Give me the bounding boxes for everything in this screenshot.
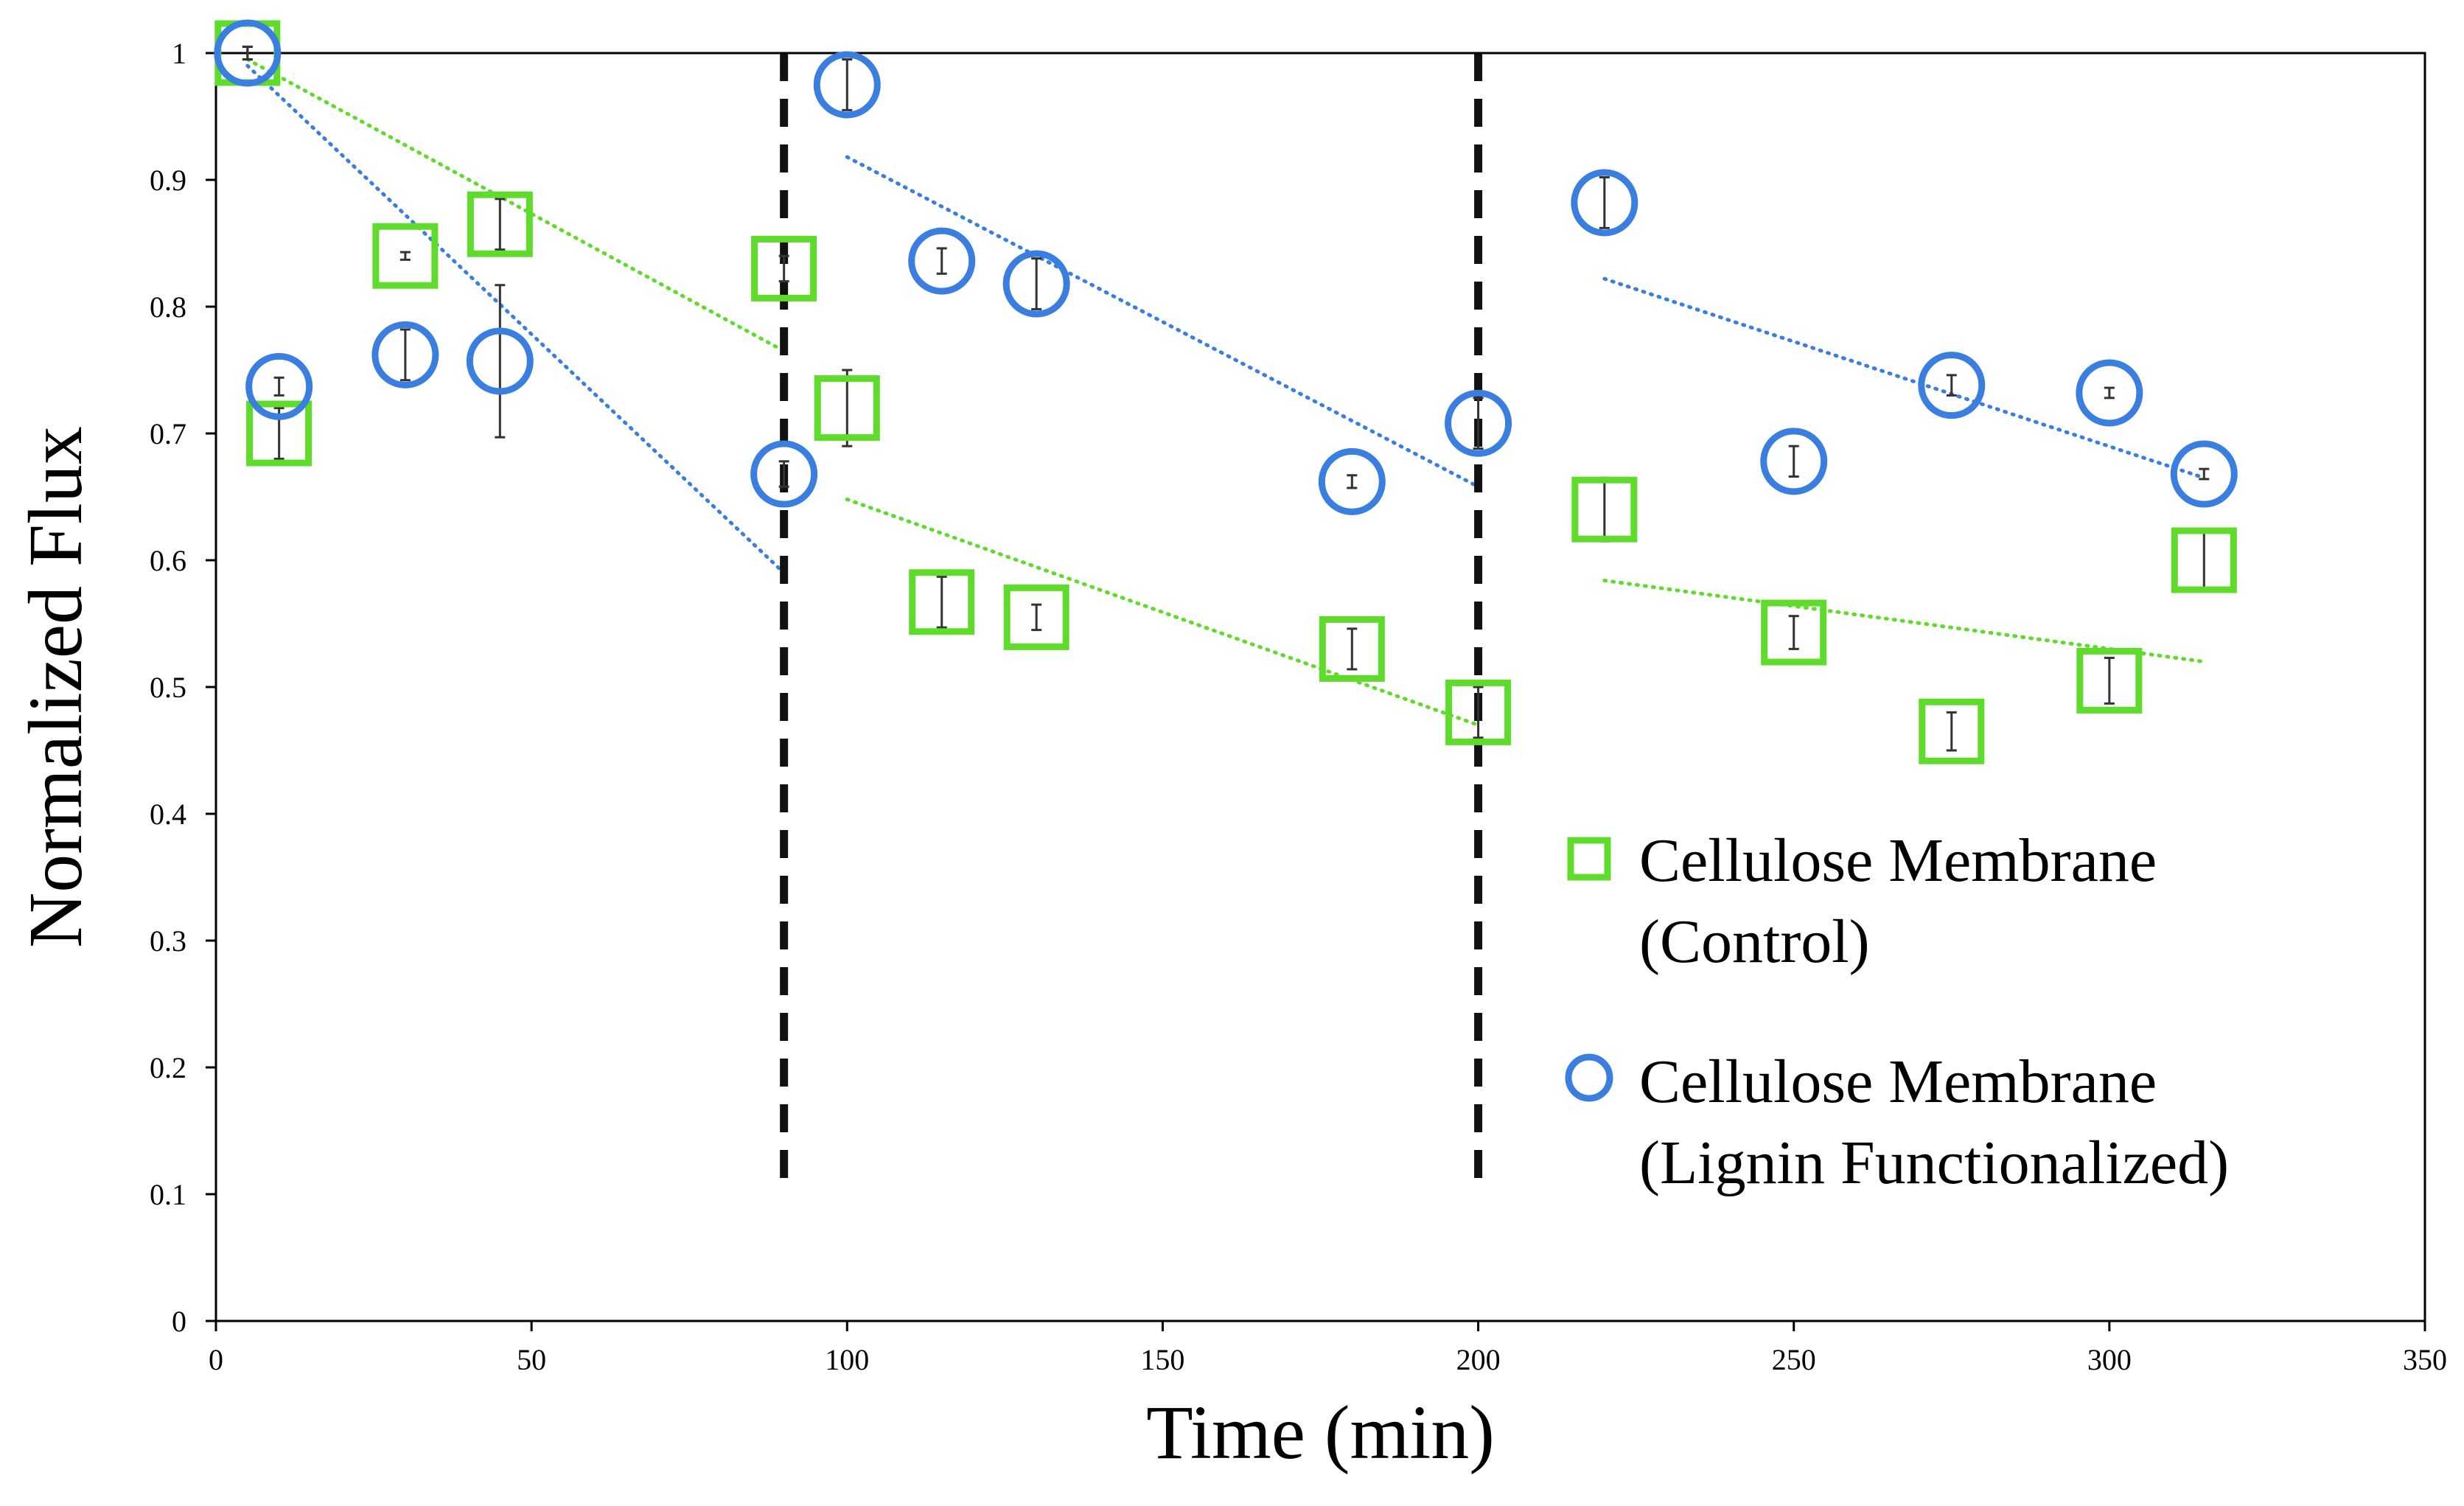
legend-entry-lignin: Cellulose Membrane (Lignin Functionalize…: [1565, 1047, 2229, 1197]
legend-circle-marker: [1565, 1053, 1613, 1102]
data-point-control: [1571, 476, 1638, 543]
data-point-lignin: [908, 227, 976, 295]
data-point-control: [909, 569, 975, 635]
error-bar: [1473, 397, 1484, 450]
data-point-control: [1919, 698, 1985, 764]
data-point-lignin: [371, 321, 439, 388]
trendline-lignin: [245, 63, 786, 575]
data-point-control: [1003, 584, 1069, 650]
legend-label-control-line2: (Control): [1639, 907, 1870, 976]
legend-label-lignin-line1: Cellulose Membrane: [1639, 1047, 2157, 1116]
error-bar: [2104, 656, 2115, 705]
x-axis-ticks: 0 50 100 150 200 250 300 350: [209, 1321, 2447, 1376]
legend-label-control-line1: Cellulose Membrane: [1639, 826, 2157, 895]
x-tick-label: 50: [517, 1343, 546, 1376]
trendline-lignin: [845, 155, 1481, 489]
markers-layer: [214, 19, 2238, 764]
x-axis-title: Time (min): [1146, 1390, 1495, 1475]
trendline-control: [845, 497, 1481, 728]
legend-label-lignin-line2: (Lignin Functionalized): [1639, 1129, 2229, 1197]
error-bar: [495, 198, 506, 251]
data-point-control: [1319, 616, 1385, 682]
data-point-control: [2171, 527, 2237, 593]
y-axis-title: Normalized Flux: [13, 426, 98, 948]
y-tick-label: 0: [172, 1305, 186, 1338]
legend-entry-control: Cellulose Membrane (Control): [1567, 826, 2157, 976]
error-bar: [273, 376, 285, 397]
x-tick-label: 250: [1772, 1343, 1816, 1376]
error-bar: [1347, 627, 1358, 671]
error-bar: [399, 251, 411, 261]
x-tick-label: 100: [825, 1343, 869, 1376]
x-tick-label: 150: [1140, 1343, 1184, 1376]
y-tick-label: 1: [172, 37, 186, 70]
data-point-lignin: [1571, 169, 1638, 237]
data-point-lignin: [214, 19, 282, 87]
legend: Cellulose Membrane (Control) Cellulose M…: [1565, 826, 2229, 1197]
error-bar: [778, 460, 789, 488]
data-point-lignin: [750, 440, 818, 508]
error-bar: [1946, 374, 1957, 397]
error-bar: [2104, 386, 2115, 400]
error-bar: [936, 575, 947, 629]
legend-square-marker: [1567, 837, 1611, 881]
data-point-control: [1445, 679, 1512, 745]
data-point-lignin: [245, 352, 313, 420]
y-axis-ticks: 0 0.1 0.2 0.3 0.4 0.5 0.6 0.7 0.8 0.9 1: [150, 37, 216, 1338]
x-tick-label: 200: [1456, 1343, 1501, 1376]
data-point-lignin: [1318, 447, 1386, 515]
data-point-lignin: [2076, 359, 2143, 427]
x-tick-label: 0: [209, 1343, 223, 1376]
data-point-lignin: [1002, 250, 1070, 318]
error-bar: [1031, 603, 1042, 632]
y-tick-label: 0.5: [150, 671, 186, 704]
y-tick-label: 0.3: [150, 924, 186, 958]
data-point-lignin: [1445, 389, 1512, 457]
error-bar: [1347, 474, 1358, 489]
error-bar: [242, 45, 253, 61]
error-bar: [1788, 615, 1799, 650]
y-tick-label: 0.4: [150, 798, 186, 831]
data-point-lignin: [466, 327, 534, 395]
data-point-control: [2076, 647, 2143, 714]
data-point-control: [467, 191, 533, 257]
data-point-lignin: [2170, 440, 2238, 508]
data-point-lignin: [813, 51, 881, 119]
x-tick-label: 350: [2403, 1343, 2447, 1376]
error-bar: [399, 328, 411, 382]
error-bar: [1599, 176, 1610, 229]
trendline-lignin: [1602, 276, 2206, 480]
error-bar: [1473, 686, 1484, 739]
error-bar: [842, 58, 853, 111]
vertical-markers-layer: [780, 53, 1483, 1194]
error-bar: [1946, 711, 1957, 752]
error-bar: [1788, 445, 1799, 478]
y-tick-label: 0.6: [150, 544, 186, 577]
data-point-control: [751, 235, 817, 301]
data-point-lignin: [1760, 428, 1828, 495]
y-tick-label: 0.8: [150, 290, 186, 324]
error-bar: [495, 284, 506, 439]
data-point-control: [1761, 599, 1827, 666]
y-tick-label: 0.9: [150, 164, 186, 197]
y-tick-label: 0.2: [150, 1051, 186, 1084]
error-bar: [778, 254, 789, 283]
data-point-lignin: [1918, 352, 1986, 419]
data-point-control: [246, 400, 313, 467]
x-tick-label: 300: [2087, 1343, 2132, 1376]
data-point-control: [372, 223, 439, 289]
data-point-control: [814, 375, 880, 442]
error-bar: [1031, 257, 1042, 310]
trendlines-layer: [245, 57, 2206, 728]
error-bar: [842, 369, 853, 447]
error-bar: [2199, 467, 2210, 481]
error-bar: [936, 247, 947, 275]
y-tick-label: 0.7: [150, 417, 186, 450]
y-tick-label: 0.1: [150, 1178, 186, 1211]
